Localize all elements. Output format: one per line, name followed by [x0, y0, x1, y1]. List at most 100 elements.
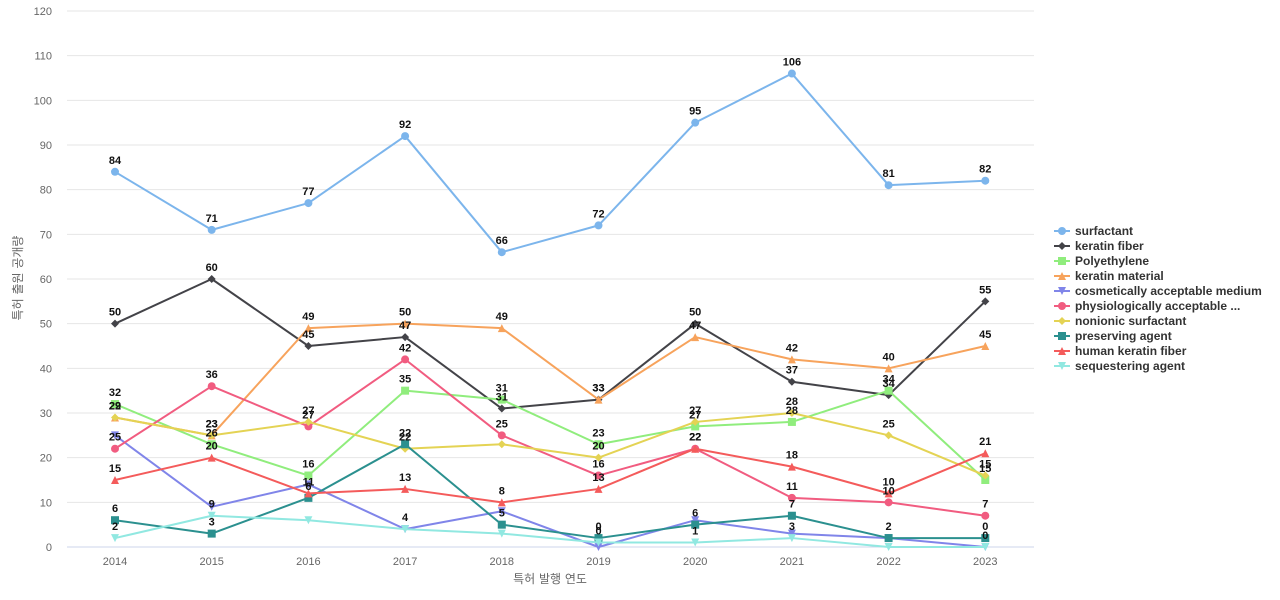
data-label: 42	[399, 342, 411, 354]
y-tick-label: 60	[40, 274, 52, 286]
legend-label: human keratin fiber	[1075, 344, 1187, 358]
legend-item[interactable]: Polyethylene	[1054, 254, 1149, 268]
data-label: 27	[302, 405, 314, 417]
data-point	[207, 382, 216, 391]
data-point	[304, 471, 313, 480]
data-label: 50	[109, 307, 121, 319]
data-point	[594, 471, 603, 480]
data-point	[594, 440, 603, 449]
data-point	[787, 534, 796, 543]
data-label: 23	[206, 418, 218, 430]
data-point	[691, 417, 700, 426]
data-point	[787, 355, 796, 364]
data-label: 28	[786, 396, 798, 408]
data-point	[401, 386, 410, 395]
y-tick-label: 50	[40, 319, 52, 331]
data-point	[401, 333, 410, 342]
y-axis: 0 10 20 30 40 50 60 70 80 90 100 110 120	[34, 6, 52, 554]
data-label: 50	[399, 307, 411, 319]
data-point	[884, 364, 893, 373]
data-label: 42	[786, 342, 798, 354]
series-keratin-fiber	[111, 275, 990, 413]
data-point	[304, 422, 313, 431]
legend-item[interactable]: sequestering agent	[1054, 359, 1185, 373]
data-point	[594, 543, 603, 551]
data-label: 3	[209, 517, 215, 529]
data-point	[207, 225, 216, 234]
data-point	[981, 449, 990, 458]
legend-item[interactable]: keratin fiber	[1054, 239, 1144, 253]
data-point	[111, 476, 119, 484]
y-tick-label: 80	[40, 185, 52, 197]
data-label: 47	[399, 320, 411, 332]
legend-item[interactable]: human keratin fiber	[1054, 344, 1187, 358]
data-label: 3	[789, 521, 795, 533]
data-point	[207, 431, 216, 440]
data-point	[111, 516, 119, 525]
x-tick-label: 2020	[683, 556, 707, 568]
data-point	[497, 507, 506, 516]
gridlines	[67, 10, 1034, 548]
data-point	[304, 480, 313, 489]
x-tick-label: 2017	[393, 556, 417, 568]
data-point	[111, 167, 119, 176]
data-label: 6	[692, 508, 698, 520]
data-point	[497, 520, 506, 529]
data-point	[304, 489, 313, 498]
data-label: 31	[496, 392, 508, 404]
data-label: 37	[786, 365, 798, 377]
y-tick-label: 120	[34, 6, 52, 18]
legend-item[interactable]: nonionic surfactant	[1054, 314, 1186, 328]
series-line	[114, 412, 986, 477]
legend-item[interactable]: cosmetically acceptable medium	[1054, 284, 1262, 298]
data-label: 36	[206, 369, 218, 381]
data-label: 20	[592, 441, 604, 453]
x-tick-label: 2019	[586, 556, 610, 568]
y-tick-label: 10	[40, 497, 52, 509]
data-label: 18	[786, 450, 798, 462]
data-label: 45	[302, 329, 314, 341]
legend-item[interactable]: physiologically acceptable ...	[1054, 299, 1240, 313]
data-label: 77	[302, 186, 314, 198]
data-label: 50	[689, 307, 701, 319]
data-label: 33	[592, 383, 604, 395]
data-label: 15	[979, 463, 991, 475]
data-label: 25	[496, 418, 508, 430]
legend-label: Polyethylene	[1075, 254, 1149, 268]
series-cosmetically-acceptable-medium	[111, 431, 990, 551]
data-label: 15	[109, 463, 121, 475]
data-point	[981, 176, 990, 185]
data-point	[787, 417, 796, 426]
data-label: 0	[595, 526, 601, 538]
legend-label: preserving agent	[1075, 329, 1172, 343]
data-point	[691, 118, 700, 127]
data-label: 33	[592, 383, 604, 395]
legend-item[interactable]: preserving agent	[1054, 329, 1172, 343]
data-label: 2	[886, 521, 892, 533]
y-tick-label: 30	[40, 408, 52, 420]
data-point	[207, 275, 216, 283]
data-point	[207, 511, 216, 520]
series-human-keratin-fiber	[111, 444, 990, 507]
data-point	[884, 431, 893, 440]
data-label: 34	[882, 378, 895, 390]
data-label: 34	[882, 374, 895, 386]
data-label: 81	[882, 168, 894, 180]
data-point	[497, 529, 506, 538]
legend-label: sequestering agent	[1075, 359, 1185, 373]
data-point	[691, 444, 700, 453]
data-point	[304, 417, 313, 426]
data-point	[207, 453, 216, 462]
series-line	[114, 434, 986, 548]
data-point	[111, 319, 119, 328]
y-tick-label: 100	[34, 95, 52, 107]
data-point	[691, 422, 700, 431]
legend-marker	[1058, 287, 1066, 295]
x-tick-label: 2021	[780, 556, 804, 568]
data-label: 47	[689, 320, 701, 332]
legend-item[interactable]: keratin material	[1054, 269, 1164, 283]
legend-item[interactable]: surfactant	[1054, 224, 1133, 238]
y-tick-label: 40	[40, 363, 52, 375]
